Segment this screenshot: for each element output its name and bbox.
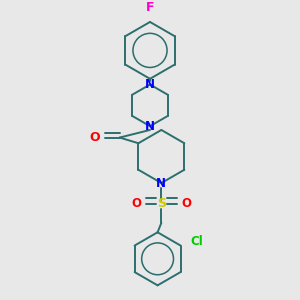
Text: F: F — [146, 2, 154, 14]
Text: N: N — [145, 78, 155, 91]
Text: O: O — [132, 197, 142, 210]
Text: N: N — [156, 176, 167, 190]
Text: Cl: Cl — [190, 235, 203, 248]
Text: O: O — [181, 197, 191, 210]
Text: N: N — [145, 120, 155, 133]
Text: O: O — [90, 131, 101, 144]
Text: S: S — [157, 197, 166, 210]
